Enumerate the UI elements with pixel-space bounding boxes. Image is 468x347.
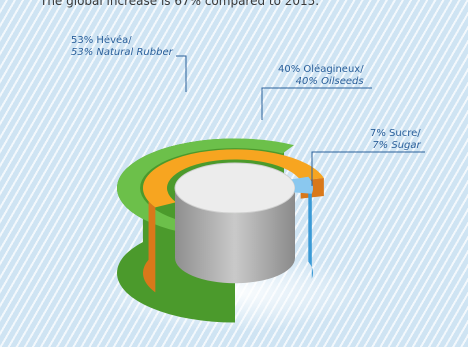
slice-sugar [291, 176, 313, 279]
label-oilseeds-line1: 40% Oléagineux/ [278, 64, 364, 75]
header-text: The global increase is 67% compared to 2… [40, 0, 320, 8]
center-cylinder-side [175, 188, 295, 284]
center-cylinder [174, 162, 296, 284]
slice-oilseeds-top [142, 149, 324, 208]
label-natural-rubber: 53% Hévéa/ 53% Natural Rubber [71, 35, 173, 59]
leader-line-sugar [311, 151, 425, 186]
slice-oilseeds-side [142, 174, 156, 293]
center-cylinder-top [174, 162, 296, 214]
slice-natural-rubber-top [117, 138, 294, 238]
leader-line-oilseeds [261, 87, 372, 120]
label-oilseeds-line2: 40% Oilseeds [295, 76, 364, 87]
label-sugar: 7% Sucre/ 7% Sugar [370, 128, 421, 152]
slice-sugar-top [291, 176, 313, 194]
label-natural-rubber-line1: 53% Hévéa/ [71, 35, 132, 46]
label-sugar-line1: 7% Sucre/ [370, 128, 421, 139]
leader-line-natural-rubber [176, 55, 187, 92]
label-oilseeds: 40% Oléagineux/ 40% Oilseeds [278, 64, 364, 88]
label-natural-rubber-line2: 53% Natural Rubber [71, 47, 173, 58]
slice-sugar-side [308, 176, 313, 279]
label-sugar-line2: 7% Sugar [372, 140, 421, 151]
